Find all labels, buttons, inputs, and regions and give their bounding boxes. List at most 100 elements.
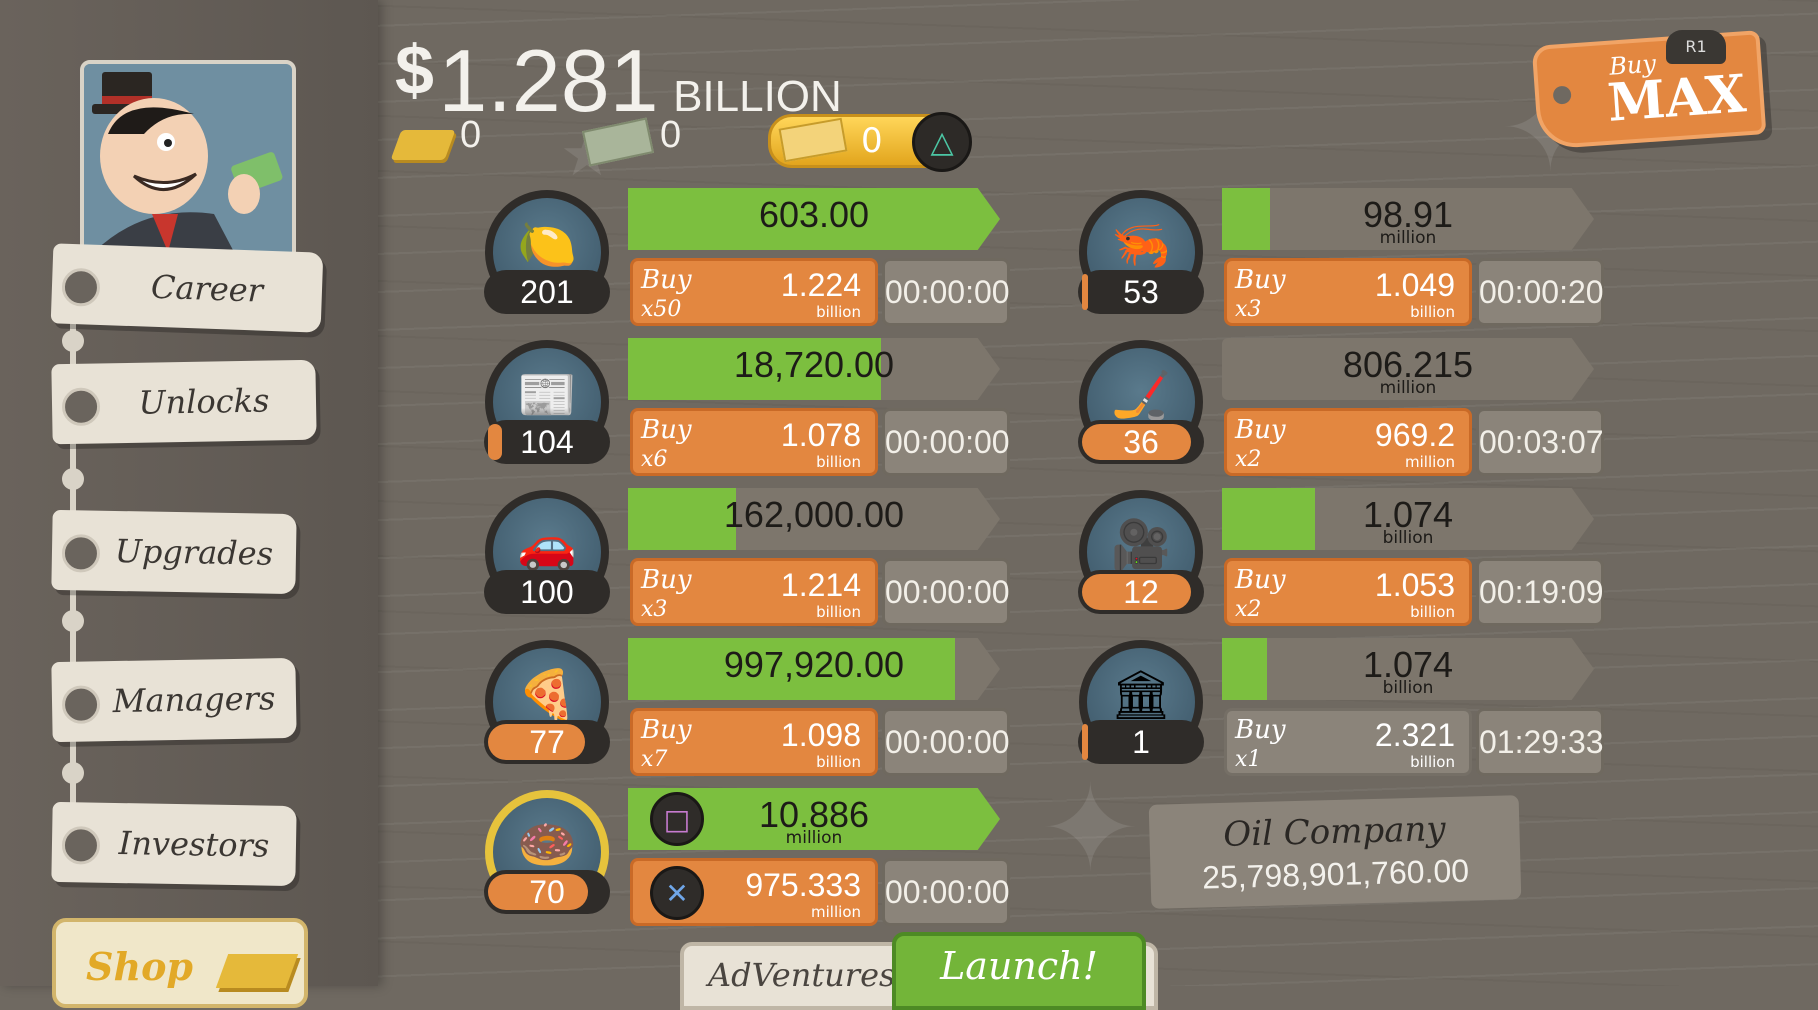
buy-price: 1.214: [780, 567, 861, 603]
revenue-progress[interactable]: 18,720.00: [628, 338, 1000, 400]
timer: 00:00:20: [1476, 258, 1604, 326]
owned-count-value: 70: [529, 874, 565, 910]
count-progress: [1082, 574, 1191, 610]
sidebar-item-investors[interactable]: Investors: [51, 801, 297, 887]
square-button[interactable]: □: [650, 792, 704, 846]
buy-multiplier: x2: [1235, 447, 1262, 472]
buy-price-unit: billion: [816, 753, 861, 771]
sidebar-item-upgrades[interactable]: Upgrades: [51, 509, 297, 595]
next-unlock-value: 25,798,901,760.00: [1201, 852, 1470, 896]
next-unlock-name: Oil Company: [1222, 809, 1447, 855]
revenue-value: 806.215: [1342, 344, 1474, 385]
money-symbol: $: [395, 31, 434, 109]
revenue-value: 997,920.00: [723, 644, 905, 685]
revenue-progress[interactable]: 162,000.00: [628, 488, 1000, 550]
revenue-progress[interactable]: 806.215 million: [1222, 338, 1594, 400]
revenue-value: 603.00: [758, 194, 870, 235]
owned-count: 201: [484, 270, 610, 314]
owned-count: 1: [1078, 720, 1204, 764]
buy-price: 1.224: [780, 267, 861, 303]
tag-hole-icon: [61, 685, 101, 724]
owned-count: 70: [484, 870, 610, 914]
buy-button[interactable]: Buy x1 2.321 billion: [1224, 708, 1472, 776]
buy-price-unit: billion: [816, 303, 861, 321]
chain-link: [62, 610, 84, 632]
sidebar-item-managers[interactable]: Managers: [51, 657, 297, 743]
owned-count: 104: [484, 420, 610, 464]
timer: 00:19:09: [1476, 558, 1604, 626]
progress-fill: [628, 188, 1000, 250]
tag-hole-icon: [61, 387, 101, 427]
buy-multiplier: x50: [641, 297, 682, 322]
r1-button-hint: R1: [1666, 30, 1726, 64]
sidebar-item-label: Investors: [118, 824, 270, 865]
owned-count: 100: [484, 570, 610, 614]
buy-price-unit: million: [811, 903, 861, 921]
cross-button[interactable]: ✕: [650, 866, 704, 920]
revenue-value: 1.074: [1362, 644, 1454, 685]
buy-button[interactable]: Buy x3 1.214 billion: [630, 558, 878, 626]
star-decoration: ✦: [1040, 760, 1141, 899]
bank-glyph: 🏛: [1110, 667, 1172, 723]
owned-count: 12: [1078, 570, 1204, 614]
owned-count-value: 1: [1132, 724, 1150, 760]
buy-multiplier: x2: [1235, 597, 1262, 622]
newspaper-glyph: 📰: [517, 367, 577, 423]
buy-button[interactable]: Buy x50 1.224 billion: [630, 258, 878, 326]
sidebar-item-unlocks[interactable]: Unlocks: [51, 359, 317, 445]
timer: 00:03:07: [1476, 408, 1604, 476]
revenue-progress[interactable]: 1.074 billion: [1222, 488, 1594, 550]
buy-price: 1.053: [1374, 567, 1455, 603]
progress-fill: [1222, 638, 1267, 700]
sidebar-item-label: Managers: [112, 679, 276, 721]
money-display: $ 1.281 BILLION: [395, 30, 842, 132]
buy-price-unit: billion: [816, 453, 861, 471]
tag-hole-icon: [61, 267, 101, 307]
buy-button[interactable]: Buy x6 1.078 billion: [630, 408, 878, 476]
progress-fill: [1222, 188, 1270, 250]
buy-max-button[interactable]: Buy MAX: [1531, 30, 1767, 150]
buy-price-unit: million: [1405, 453, 1455, 471]
buy-button[interactable]: Buy x2 1.053 billion: [1224, 558, 1472, 626]
tag-hole-icon: [61, 534, 101, 573]
car-wash-glyph: 🚗: [517, 517, 577, 573]
owned-count-value: 36: [1123, 424, 1159, 460]
megabucks-count: 0: [861, 121, 883, 161]
buy-price: 1.078: [780, 417, 861, 453]
revenue-progress[interactable]: 98.91 million: [1222, 188, 1594, 250]
buy-price-unit: billion: [1410, 753, 1455, 771]
revenue-unit: billion: [1382, 528, 1434, 548]
buy-button[interactable]: Buy x3 1.049 billion: [1224, 258, 1472, 326]
sidebar: Career Unlocks Upgrades Managers Investo…: [0, 0, 378, 1008]
revenue-unit: million: [1379, 378, 1437, 398]
sidebar-item-career[interactable]: Career: [50, 243, 324, 333]
revenue-unit: million: [1379, 228, 1437, 248]
pizza-glyph: 🍕: [517, 667, 577, 723]
buy-multiplier: x6: [641, 447, 668, 472]
gold-bars-icon: [216, 953, 299, 988]
owned-count-value: 104: [520, 424, 574, 460]
revenue-progress[interactable]: 1.074 billion: [1222, 638, 1594, 700]
avatar: [80, 60, 296, 264]
owned-count: 36: [1078, 420, 1204, 464]
shop-button[interactable]: Shop: [52, 918, 308, 1008]
owned-count-value: 100: [520, 574, 574, 610]
progress-fill: [1222, 488, 1315, 550]
owned-count-value: 53: [1123, 274, 1159, 310]
buy-word: Buy: [1235, 565, 1286, 595]
revenue-progress[interactable]: 603.00: [628, 188, 1000, 250]
owned-count: 77: [484, 720, 610, 764]
chain-link: [62, 762, 84, 784]
count-progress: [1082, 724, 1088, 760]
buy-price-unit: billion: [816, 603, 861, 621]
buy-button[interactable]: Buy x7 1.098 billion: [630, 708, 878, 776]
buy-price-unit: billion: [1410, 603, 1455, 621]
triangle-button[interactable]: △: [912, 112, 972, 172]
tag-hole-icon: [61, 826, 101, 865]
buy-button[interactable]: Buy x2 969.2 million: [1224, 408, 1472, 476]
lemon-glyph: 🍋: [517, 217, 577, 273]
launch-button[interactable]: Launch!: [892, 932, 1146, 1010]
sidebar-item-label: Upgrades: [114, 531, 274, 573]
ticket-count: 0: [660, 114, 682, 156]
revenue-progress[interactable]: 997,920.00: [628, 638, 1000, 700]
